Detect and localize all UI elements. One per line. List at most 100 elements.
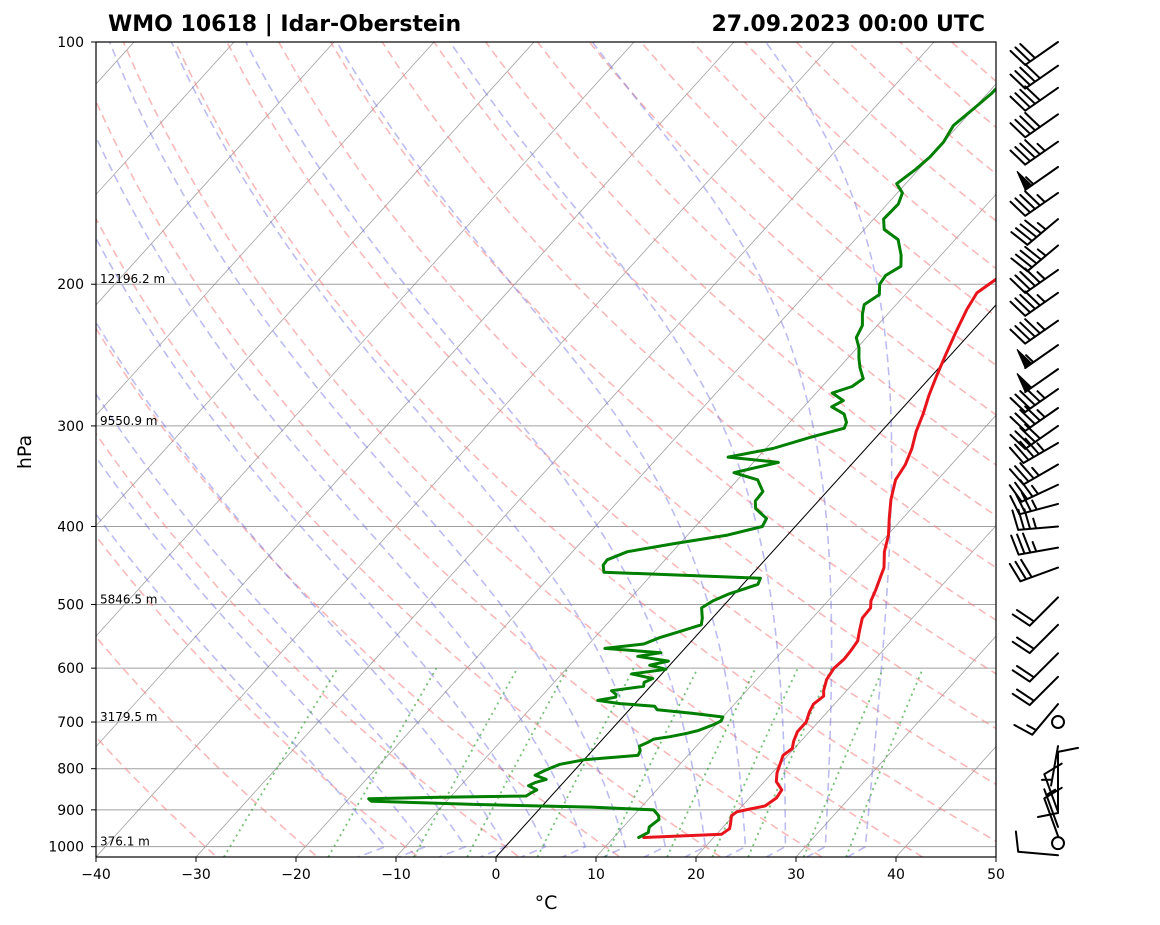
wind-barb <box>1009 63 1059 90</box>
y-tick-label: 500 <box>57 597 84 613</box>
barb-staff <box>1008 479 1059 503</box>
sounding-traces <box>367 86 996 839</box>
y-axis-label: hPa <box>14 435 36 469</box>
isotherm-line <box>96 42 235 196</box>
height-label: 5846.5 m <box>100 592 158 606</box>
wind-barb <box>1009 139 1059 166</box>
wind-barb <box>1008 558 1059 583</box>
isotherm-line <box>96 42 335 306</box>
x-tick-label: 0 <box>492 867 501 883</box>
series-line-1 <box>367 86 996 839</box>
wind-barb <box>1009 111 1059 139</box>
wind-barb <box>1009 405 1059 432</box>
barb-staff <box>1010 244 1059 273</box>
barb-staff <box>1008 462 1059 486</box>
x-tick-label: −40 <box>81 867 111 883</box>
wind-barb <box>1010 244 1059 273</box>
height-label: 9550.9 m <box>100 414 158 428</box>
dry-adiabat-line <box>96 635 319 857</box>
isotherm-line <box>96 42 835 857</box>
x-axis-label: °C <box>535 892 558 914</box>
wind-barb <box>1009 190 1059 217</box>
barb-staff <box>1010 218 1059 246</box>
y-tick-label: 100 <box>57 35 84 51</box>
dry-adiabat-line <box>226 42 996 786</box>
x-tick-label: −30 <box>181 867 211 883</box>
moist-adiabat-line <box>96 236 547 857</box>
barb-staff <box>1009 190 1059 217</box>
dry-adiabat-line <box>96 216 723 857</box>
moist-adiabat-line <box>96 392 467 857</box>
dry-adiabat-line <box>96 534 420 857</box>
barb-staff <box>1013 703 1059 736</box>
dry-adiabat-line <box>174 42 996 843</box>
barb-staff <box>1024 368 1059 394</box>
calm-wind-marker <box>1051 836 1065 851</box>
barb-staff <box>1037 772 1059 818</box>
wind-barb <box>1040 745 1059 787</box>
dry-adiabat-line <box>96 735 218 857</box>
isotherm-line <box>96 42 535 527</box>
series-line-0 <box>642 277 996 839</box>
isotherm-line <box>695 525 996 857</box>
barb-staff <box>1008 437 1059 464</box>
mixing-ratio-line <box>747 667 833 857</box>
moist-adiabat-line <box>591 42 833 857</box>
dry-adiabat-line <box>122 42 925 857</box>
y-tick-label: 400 <box>57 519 84 535</box>
wind-barb <box>1010 218 1059 246</box>
x-tick-label: −10 <box>381 867 411 883</box>
moist-adiabat-line <box>96 320 507 857</box>
barb-staff <box>1011 596 1059 627</box>
plot-frame <box>95 41 997 858</box>
x-tick-label: 30 <box>787 867 805 883</box>
x-tick-label: 50 <box>987 867 1005 883</box>
axes: −40 −30 −20 −10 0 10 20 30 40 50 100 200 300 400 500 60… <box>48 35 1005 883</box>
wind-barb <box>1037 772 1059 818</box>
wind-barb <box>1009 318 1059 345</box>
wind-barb <box>1008 479 1059 503</box>
dry-adiabat-line <box>278 42 996 730</box>
isotherm-line <box>195 42 935 857</box>
mixing-ratio-line <box>466 667 569 857</box>
y-tick-label: 200 <box>57 277 84 293</box>
wind-barb <box>1010 532 1059 556</box>
isotherm-line <box>96 42 435 416</box>
wind-barb <box>1009 423 1059 450</box>
wind-barb <box>1009 386 1059 413</box>
wind-barb <box>1009 267 1059 294</box>
barb-staff <box>1009 491 1059 516</box>
y-tick-label: 300 <box>57 419 84 435</box>
x-tick-label: 40 <box>887 867 905 883</box>
dry-adiabat-line <box>588 42 996 416</box>
wind-barb <box>1009 491 1059 516</box>
barb-staff <box>1040 745 1059 787</box>
barb-staff <box>1009 41 1059 66</box>
moist-adiabat-line <box>449 42 787 857</box>
barb-staff <box>1009 63 1059 90</box>
barb-staff <box>1009 111 1059 139</box>
mixing-ratio-line <box>536 667 635 857</box>
x-tick-label: 20 <box>687 867 705 883</box>
height-label: 3179.5 m <box>100 710 158 724</box>
moist-adiabat-line <box>96 455 427 857</box>
barb-staff <box>1009 386 1059 413</box>
y-tick-label: 900 <box>57 803 84 819</box>
wind-barbs <box>1008 41 1079 857</box>
moist-adiabat-line <box>96 512 387 857</box>
x-tick-label: 10 <box>587 867 605 883</box>
mixing-ratio-line <box>711 667 799 857</box>
barb-staff <box>1009 405 1059 432</box>
calm-wind-marker <box>1051 715 1065 730</box>
height-label: 12196.2 m <box>100 272 165 286</box>
wind-barb <box>1009 85 1059 112</box>
barb-staff <box>1009 290 1059 317</box>
barb-staff <box>1010 532 1059 556</box>
barb-staff <box>1024 165 1059 191</box>
wind-barb <box>1008 437 1059 464</box>
isotherm-line <box>295 83 996 857</box>
x-tick-label: −20 <box>281 867 311 883</box>
y-tick-label: 700 <box>57 715 84 731</box>
isotherm-line <box>96 42 635 637</box>
barb-staff <box>1011 508 1059 531</box>
